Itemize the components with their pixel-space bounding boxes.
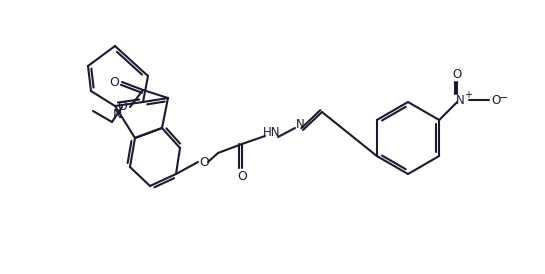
Text: +: + bbox=[464, 90, 472, 100]
Text: N: N bbox=[295, 118, 304, 130]
Text: O: O bbox=[117, 101, 127, 113]
Text: N: N bbox=[112, 107, 122, 121]
Text: O: O bbox=[492, 93, 501, 107]
Text: −: − bbox=[499, 93, 508, 103]
Text: O: O bbox=[237, 170, 247, 182]
Text: HN: HN bbox=[263, 125, 281, 138]
Text: O: O bbox=[199, 156, 209, 169]
Text: O: O bbox=[452, 67, 462, 81]
Text: N: N bbox=[456, 93, 464, 107]
Text: O: O bbox=[109, 76, 119, 89]
